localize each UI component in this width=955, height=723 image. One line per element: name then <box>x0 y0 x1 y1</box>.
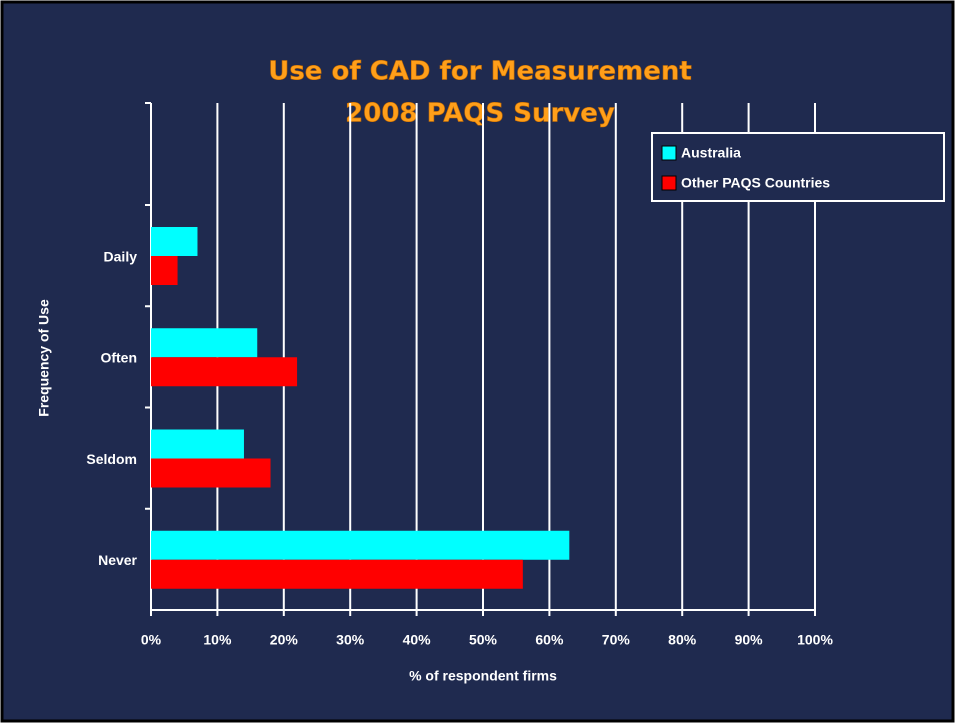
bar <box>151 227 198 256</box>
y-tick-label: Daily <box>104 248 138 264</box>
legend-box <box>651 132 945 202</box>
x-tick-label: 60% <box>535 632 564 648</box>
bar <box>151 357 298 387</box>
x-tick-label: 100% <box>797 632 833 648</box>
y-tick-label: Never <box>98 552 137 568</box>
y-axis-label: Frequency of Use <box>36 299 52 417</box>
y-tick-label: Seldom <box>86 451 137 467</box>
x-tick-label: 70% <box>602 632 631 648</box>
legend-swatch <box>661 145 677 161</box>
bar <box>151 328 258 358</box>
bar <box>151 530 570 560</box>
x-tick-label: 20% <box>270 632 299 648</box>
x-tick-label: 0% <box>141 632 162 648</box>
x-tick-label: 80% <box>668 632 697 648</box>
x-tick-label: 10% <box>203 632 232 648</box>
bar <box>151 559 523 589</box>
chart-subtitle: 2008 PAQS Survey <box>345 99 615 129</box>
bar <box>151 256 178 285</box>
x-tick-label: 30% <box>336 632 365 648</box>
x-tick-label: 90% <box>735 632 764 648</box>
bar <box>151 429 244 459</box>
chart-title: Use of CAD for Measurement <box>268 57 692 87</box>
x-tick-label: 40% <box>403 632 432 648</box>
bar <box>151 458 271 488</box>
x-axis-label: % of respondent firms <box>409 668 557 684</box>
legend-swatch <box>661 175 677 191</box>
legend-label: Other PAQS Countries <box>681 175 830 191</box>
x-tick-label: 50% <box>469 632 498 648</box>
legend-label: Australia <box>681 145 741 161</box>
y-tick-label: Often <box>100 350 137 366</box>
